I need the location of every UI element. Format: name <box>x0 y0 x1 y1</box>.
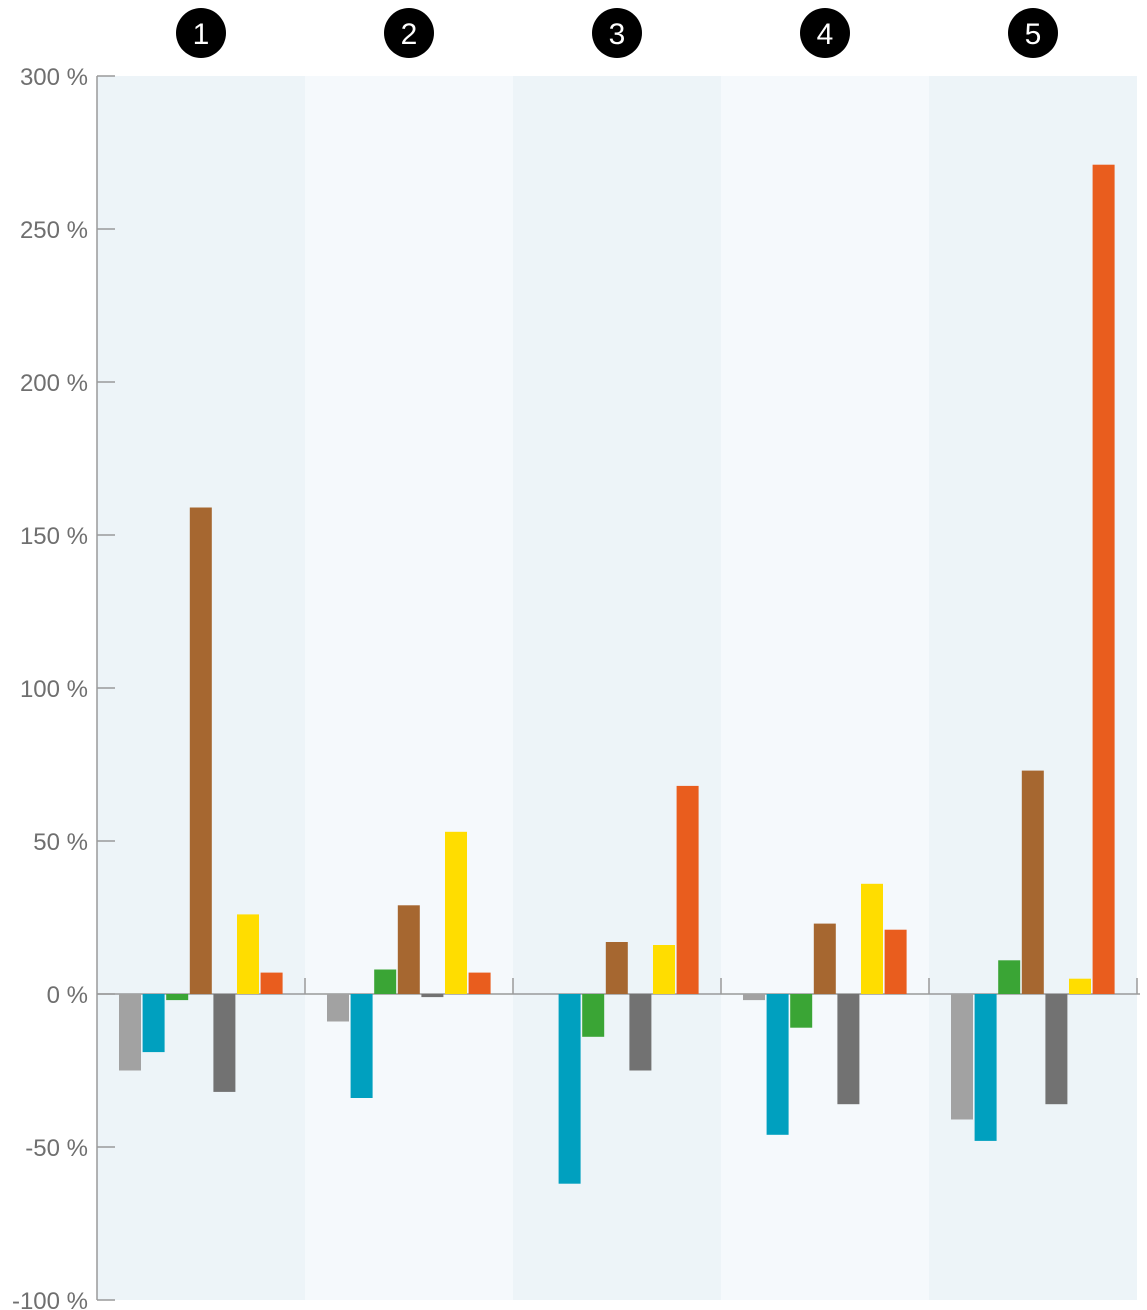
bar-group-2-series-6 <box>445 831 467 994</box>
y-tick-label: 50 % <box>33 829 88 856</box>
bars <box>119 164 1115 1184</box>
bar-group-2-series-7 <box>468 972 491 994</box>
y-tick-label: 300 % <box>20 64 88 91</box>
bar-group-1-series-1 <box>119 994 141 1071</box>
bar-group-3-series-2 <box>558 994 581 1184</box>
bar-group-2-series-5 <box>421 994 444 998</box>
bar-group-5-series-3 <box>998 960 1021 994</box>
bar-group-2-series-4 <box>397 905 420 994</box>
bar-group-1-series-3 <box>166 994 189 1001</box>
bar-group-4-series-6 <box>861 883 883 994</box>
bar-group-5-series-7 <box>1092 164 1115 994</box>
bar-group-5-series-1 <box>951 994 973 1120</box>
bar-group-2-series-2 <box>350 994 373 1098</box>
bar-group-4-series-3 <box>790 994 813 1028</box>
bar-group-4-series-1 <box>743 994 765 1001</box>
y-axis: 300 % 250 % 200 % 150 % 100 % 50 % 0 % -50 % -10… <box>12 64 115 1310</box>
bar-group-1-series-5 <box>213 994 236 1092</box>
bar-group-1-series-7 <box>260 972 283 994</box>
group-labels: 1 2 3 4 5 <box>176 8 1058 58</box>
group-number-badge <box>1008 8 1058 58</box>
bar-group-1-series-4 <box>189 507 212 994</box>
bar-group-4-series-5 <box>837 994 860 1105</box>
bar-group-5-series-2 <box>974 994 997 1141</box>
group-number-badge <box>384 8 434 58</box>
y-tick-label: 150 % <box>20 523 88 550</box>
bar-group-3-series-3 <box>582 994 605 1037</box>
bar-group-3-series-5 <box>629 994 652 1071</box>
y-tick-label: 200 % <box>20 370 88 397</box>
y-tick-label: 100 % <box>20 676 88 703</box>
bar-group-5-series-5 <box>1045 994 1068 1105</box>
group-number-label: 3 <box>609 18 626 51</box>
group-number-badge <box>592 8 642 58</box>
bar-group-4-series-7 <box>884 929 907 994</box>
y-tick-label: 0 % <box>47 982 88 1009</box>
bar-group-4-series-4 <box>813 923 836 994</box>
group-number-badge <box>800 8 850 58</box>
y-tick-label: -50 % <box>25 1135 88 1162</box>
bar-group-1-series-6 <box>237 914 259 994</box>
bar-group-5-series-4 <box>1021 770 1044 994</box>
group-band-4 <box>721 76 929 1300</box>
y-tick-label: -100 % <box>12 1288 88 1310</box>
bar-group-3-series-7 <box>676 785 699 994</box>
group-band-2 <box>305 76 513 1300</box>
group-number-label: 2 <box>401 18 418 51</box>
bar-group-3-series-4 <box>605 942 628 994</box>
group-band-3 <box>513 76 721 1300</box>
group-number-label: 5 <box>1025 18 1042 51</box>
group-number-label: 1 <box>193 18 210 51</box>
y-tick-label: 250 % <box>20 217 88 244</box>
group-number-badge <box>176 8 226 58</box>
bar-group-2-series-3 <box>374 969 397 994</box>
bar-group-3-series-6 <box>653 945 675 994</box>
group-number-label: 4 <box>817 18 834 51</box>
bar-group-4-series-2 <box>766 994 789 1135</box>
bar-group-5-series-6 <box>1069 978 1091 994</box>
bar-group-1-series-2 <box>142 994 165 1053</box>
bar-group-2-series-1 <box>327 994 349 1022</box>
